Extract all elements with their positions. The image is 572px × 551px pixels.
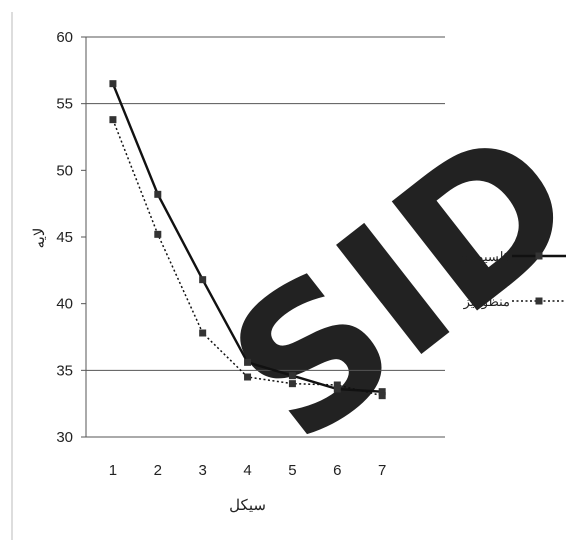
series-lines (109, 80, 386, 400)
data-point-marker (199, 329, 207, 337)
x-tick-label: 7 (378, 462, 386, 479)
data-point-marker (109, 116, 117, 124)
y-tick-label: 30 (56, 429, 73, 446)
data-point-marker (333, 381, 341, 389)
y-tick-label: 45 (56, 229, 73, 246)
x-tick-label: 5 (288, 462, 296, 479)
data-point-marker (244, 373, 252, 381)
axes (81, 36, 445, 438)
y-tick-label: 35 (56, 362, 73, 379)
data-point-marker (378, 388, 386, 396)
x-tick-label: 3 (199, 462, 207, 479)
data-point-marker (244, 358, 252, 366)
x-tick-label: 2 (154, 462, 162, 479)
watermark: SID (191, 85, 572, 484)
grid-lines (86, 36, 445, 371)
legend-marker-2 (535, 297, 543, 305)
data-point-marker (288, 372, 296, 380)
legend-label-1: کلسیو دی (458, 249, 511, 265)
x-tick-label: 4 (243, 462, 251, 479)
x-axis-title: سیکل (229, 497, 266, 514)
y-tick-label: 40 (56, 296, 73, 313)
data-point-marker (154, 230, 162, 238)
data-point-marker (288, 380, 296, 388)
y-tick-label: 60 (56, 29, 73, 46)
y-tick-label: 50 (56, 162, 73, 179)
y-tick-label: 55 (56, 96, 73, 113)
data-point-marker (333, 385, 341, 393)
data-point-marker (154, 190, 162, 198)
y-axis-title: لایه (31, 228, 48, 249)
x-tick-label: 6 (333, 462, 341, 479)
data-point-marker (199, 276, 207, 284)
x-tick-label: 1 (109, 462, 117, 479)
data-point-marker (378, 392, 386, 400)
legend: کلسیو دی منظومیز (458, 249, 566, 310)
legend-marker-1 (535, 252, 543, 260)
legend-label-2: منظومیز (463, 294, 510, 310)
data-point-marker (109, 80, 117, 88)
